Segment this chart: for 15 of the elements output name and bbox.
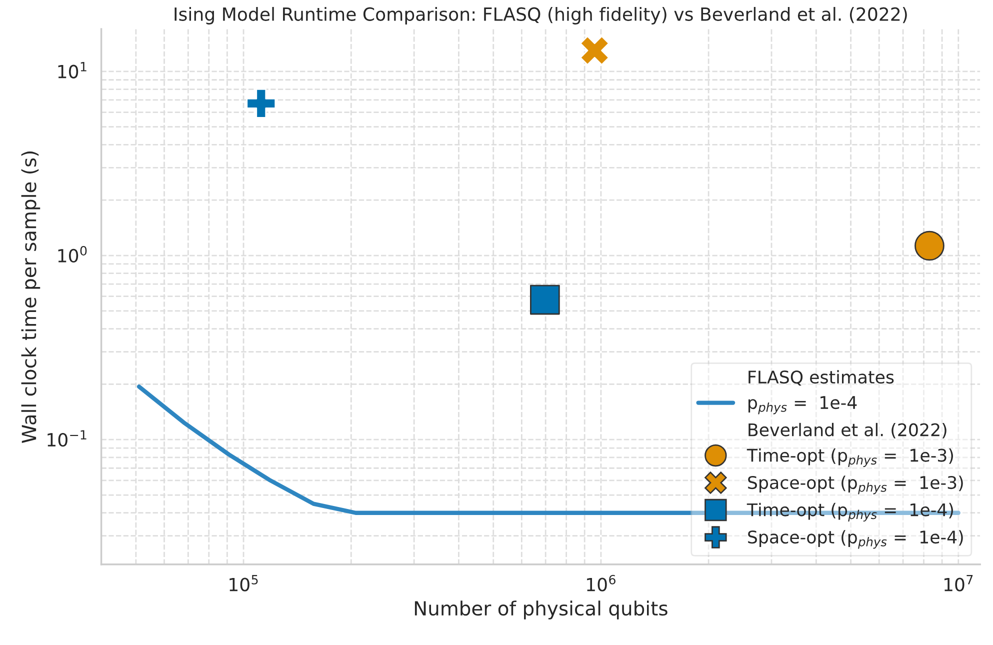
legend-label: Space-opt (p$_{phys}$ = 1e-4) [748, 530, 963, 549]
legend-label: Time-opt (p$_{phys}$ = 1e-3) [746, 448, 953, 467]
legend-label: Space-opt (p$_{phys}$ = 1e-3) [748, 476, 963, 494]
y-tick-label: 10$^{−1}$ [48, 430, 86, 447]
chart-title: Ising Model Runtime Comparison: FLASQ (high fidelity) vs Beverland et al. (2022) [174, 6, 907, 24]
y-tick-label: 10$^{0}$ [58, 246, 87, 263]
legend-label: p$_{phys}$ = 1e-4 [748, 396, 857, 414]
y-tick-label: 10$^{1}$ [58, 62, 86, 78]
legend-title: FLASQ estimates [748, 370, 894, 386]
y-axis-title: Wall clock time per sample (s) [21, 151, 40, 443]
x-axis-title: Number of physical qubits [414, 600, 668, 620]
x-tick-label: 10$^{7}$ [944, 575, 973, 592]
x-tick-label: 10$^{5}$ [230, 575, 258, 592]
x-tick-label: 10$^{6}$ [587, 574, 616, 592]
annotation: Beverland et al. (2022) [748, 422, 946, 438]
